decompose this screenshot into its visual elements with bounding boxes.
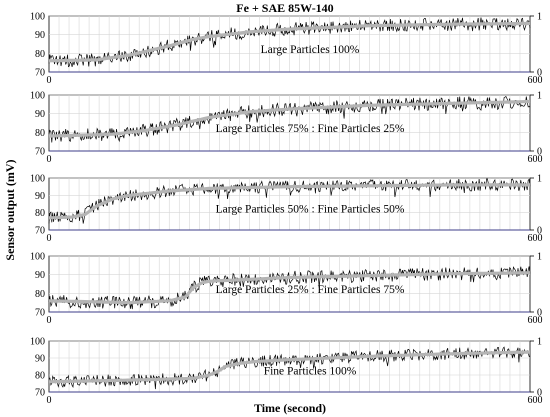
y2-tick-label: 0 <box>537 308 542 319</box>
x-tick-label: 0 <box>47 233 52 244</box>
y-tick-label: 90 <box>35 30 45 41</box>
x-tick-label: 600 <box>528 233 543 244</box>
panel-annotation: Large Particles 50% : Fine Particles 50% <box>216 203 405 215</box>
panel-annotation: Large Particles 100% <box>261 44 360 56</box>
y-tick-label: 80 <box>35 49 45 60</box>
y2-tick-label: 1 <box>537 252 542 263</box>
panel-annotation: Large Particles 75% : Fine Particles 25% <box>216 123 405 135</box>
y-tick-label: 80 <box>35 289 45 300</box>
y-tick-label: 90 <box>35 191 45 202</box>
x-tick-label: 0 <box>47 75 52 86</box>
y-tick-label: 90 <box>35 270 45 281</box>
y-tick-label: 70 <box>35 388 45 399</box>
y2-tick-label: 1 <box>537 12 542 23</box>
x-tick-label: 600 <box>528 395 543 406</box>
y2-tick-label: 0 <box>537 68 542 79</box>
y-tick-label: 90 <box>35 109 45 120</box>
y-tick-label: 100 <box>30 174 45 185</box>
y-tick-label: 100 <box>30 337 45 348</box>
y-tick-label: 100 <box>30 91 45 102</box>
figure-title: Fe + SAE 85W-140 <box>236 1 333 15</box>
y2-tick-label: 1 <box>537 337 542 348</box>
y-tick-label: 100 <box>30 252 45 263</box>
y-tick-label: 100 <box>30 12 45 23</box>
y-tick-label: 80 <box>35 371 45 382</box>
x-tick-label: 600 <box>528 75 543 86</box>
y2-tick-label: 0 <box>537 147 542 158</box>
y-tick-label: 80 <box>35 208 45 219</box>
raw-signal-line <box>48 95 531 143</box>
y-tick-label: 80 <box>35 128 45 139</box>
y2-tick-label: 0 <box>537 388 542 399</box>
panel-annotation: Fine Particles 100% <box>264 366 357 378</box>
y-tick-label: 70 <box>35 308 45 319</box>
y2-tick-label: 0 <box>537 226 542 237</box>
smoothed-signal-line <box>48 21 530 63</box>
y-tick-label: 70 <box>35 68 45 79</box>
y2-tick-label: 1 <box>537 174 542 185</box>
y-tick-label: 90 <box>35 354 45 365</box>
x-tick-label: 0 <box>47 395 52 406</box>
panel-annotation: Large Particles 25% : Fine Particles 75% <box>216 284 405 296</box>
y-tick-label: 70 <box>35 147 45 158</box>
smoothed-signal-line <box>48 99 531 138</box>
x-tick-label: 0 <box>47 315 52 326</box>
x-tick-label: 600 <box>528 154 543 165</box>
smoothed-signal-line <box>48 271 530 305</box>
y2-tick-label: 1 <box>537 91 542 102</box>
x-axis-title: Time (second) <box>254 401 326 415</box>
x-tick-label: 600 <box>528 315 543 326</box>
y-tick-label: 70 <box>35 226 45 237</box>
smoothed-signal-line <box>48 183 530 220</box>
smoothed-signal-line <box>48 350 530 384</box>
y-axis-title: Sensor output (mV) <box>3 159 17 260</box>
x-tick-label: 0 <box>47 154 52 165</box>
raw-signal-line <box>48 266 531 310</box>
